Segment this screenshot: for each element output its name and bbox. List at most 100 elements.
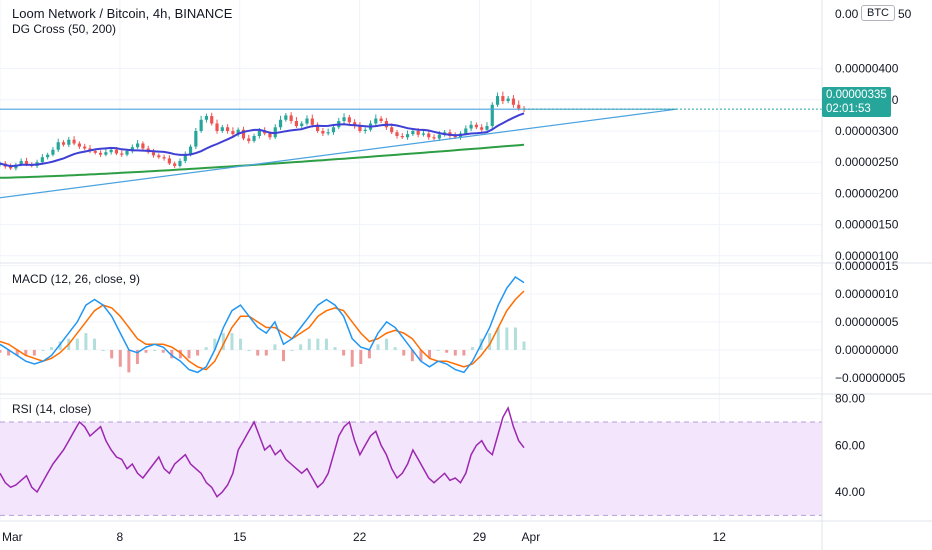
macd-histogram-bar [170, 349, 174, 359]
candle-body [501, 96, 505, 102]
y-tick-label: 0.00000015 [835, 259, 899, 273]
candle-body [257, 131, 261, 136]
macd-signal-line [0, 290, 525, 371]
x-tick-label: 29 [473, 530, 487, 544]
macd-histogram-bar [324, 338, 328, 350]
macd-histogram-bar [204, 347, 208, 350]
macd-histogram-bar [281, 349, 285, 362]
macd-histogram-bar [247, 349, 251, 351]
candle-body [141, 143, 145, 149]
macd-histogram-bar [402, 349, 406, 356]
candle-body [395, 132, 399, 136]
macd-histogram-bar [41, 349, 45, 351]
trendline[interactable] [0, 108, 677, 199]
x-tick-label: 8 [117, 530, 124, 544]
candle-body [83, 146, 87, 149]
y-tick-label: 0.00000000 [835, 343, 899, 357]
countdown-timer: 02:01:53 [826, 103, 871, 115]
candle-body [46, 154, 50, 158]
candle-body [464, 128, 468, 134]
macd-histogram-bar [385, 338, 389, 350]
candle-body [61, 142, 66, 145]
candle-body [173, 163, 177, 166]
candle-body [300, 123, 304, 127]
candle-body [363, 129, 367, 131]
candle-body [183, 154, 187, 161]
candle-body [390, 127, 394, 133]
candle-body [437, 134, 441, 139]
x-tick-label: Apr [522, 530, 541, 544]
ma-slow-line [0, 143, 525, 179]
candle-body [289, 115, 293, 122]
currency-badge[interactable]: BTC [861, 5, 895, 21]
candle-body [194, 131, 198, 147]
candle-body [358, 126, 362, 131]
candle-body [268, 133, 272, 138]
macd-histogram-bar [273, 344, 277, 350]
macd-label: MACD (12, 26, close, 9) [12, 272, 141, 286]
macd-histogram-bar [367, 349, 371, 359]
macd-histogram-bar [58, 341, 62, 350]
macd-histogram-bar [264, 349, 268, 356]
macd-histogram-bar [488, 333, 492, 350]
candle-body [231, 131, 235, 135]
macd-histogram-bar [496, 327, 500, 350]
candle-body [93, 150, 97, 153]
candle-body [8, 166, 13, 169]
rsi-band [0, 422, 822, 516]
candle-body [220, 127, 224, 131]
macd-line [0, 275, 525, 374]
candle-body [151, 152, 156, 156]
candle-body [347, 117, 351, 123]
macd-histogram-bar [213, 338, 217, 350]
macd-histogram-bar [419, 349, 423, 362]
macd-pane[interactable] [0, 275, 526, 374]
rsi-pane[interactable] [0, 406, 822, 516]
candle-body [104, 152, 108, 155]
macd-histogram-bar [135, 349, 139, 364]
macd-histogram-bar [161, 349, 165, 353]
macd-histogram-bar [428, 349, 432, 359]
candle-body [114, 149, 119, 154]
y-tick-label: 0.00000250 [835, 155, 899, 169]
candle-body [485, 126, 489, 130]
macd-histogram-bar [187, 349, 191, 359]
candle-body [56, 142, 60, 150]
x-tick-label: 15 [233, 530, 247, 544]
macd-histogram-bar [92, 338, 96, 350]
price-pane[interactable] [0, 91, 822, 199]
macd-histogram-bar [118, 349, 122, 367]
candle-body [157, 155, 161, 158]
y-tick-label: 0.00000005 [835, 315, 899, 329]
macd-histogram-bar [290, 349, 294, 351]
rsi-label: RSI (14, close) [12, 402, 92, 416]
candle-body [432, 137, 436, 139]
macd-histogram-bar [307, 338, 311, 350]
candle-body [188, 146, 193, 155]
macd-histogram-bar [50, 347, 54, 350]
macd-histogram-bar [505, 327, 509, 350]
macd-histogram-bar [350, 349, 354, 367]
candle-body [490, 104, 494, 127]
macd-histogram-bar [178, 349, 182, 359]
macd-histogram-bar [221, 333, 225, 350]
candle-body [178, 160, 182, 166]
y-tick-label-partial: 0.00 [835, 7, 859, 21]
macd-histogram-bar [522, 341, 526, 350]
candle-body [495, 96, 500, 105]
candle-body [411, 131, 415, 135]
y-tick-label: −0.00000005 [835, 371, 906, 385]
macd-histogram-bar [445, 349, 449, 353]
y-tick-label: 0.00000300 [835, 124, 899, 138]
candle-body [136, 143, 140, 148]
candle-body [374, 118, 378, 124]
candle-body [353, 122, 357, 127]
macd-histogram-bar [359, 349, 363, 364]
macd-histogram-bar [376, 344, 380, 350]
y-tick-label: 0.00000400 [835, 62, 899, 76]
candle-body [517, 104, 521, 109]
y-tick-label: 0.00000100 [835, 249, 899, 263]
candle-body [247, 138, 251, 141]
x-tick-label: 22 [353, 530, 367, 544]
